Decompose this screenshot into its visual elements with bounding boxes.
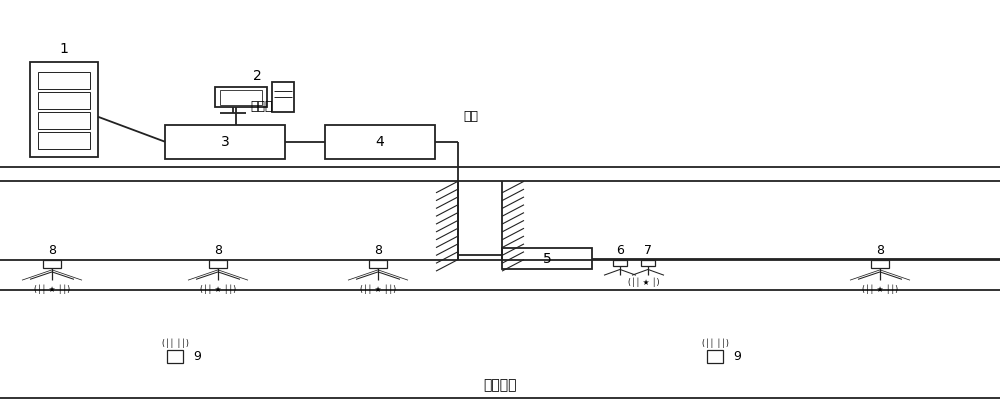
Text: 9: 9 xyxy=(193,350,201,363)
Bar xyxy=(871,260,889,268)
Text: 6: 6 xyxy=(616,244,624,257)
Text: (││ ★ ││): (││ ★ ││) xyxy=(862,284,898,294)
Bar xyxy=(369,260,387,268)
Bar xyxy=(707,350,723,363)
Text: 3: 3 xyxy=(221,135,229,149)
Bar xyxy=(613,260,627,266)
Text: 井下巷道: 井下巷道 xyxy=(483,378,517,392)
Bar xyxy=(38,112,90,129)
Text: (││ ││): (││ ││) xyxy=(702,338,728,348)
Bar xyxy=(215,87,267,107)
Bar xyxy=(220,90,262,105)
Bar xyxy=(43,260,61,268)
Text: 以太网: 以太网 xyxy=(250,100,272,113)
Text: 5: 5 xyxy=(543,252,551,266)
Text: (││ ★ ││): (││ ★ ││) xyxy=(200,284,236,294)
Bar xyxy=(38,132,90,149)
Text: 8: 8 xyxy=(214,244,222,257)
Text: 9: 9 xyxy=(733,350,741,363)
Bar xyxy=(209,260,227,268)
Bar xyxy=(165,125,285,159)
Bar xyxy=(325,125,435,159)
Text: (││ ★ ││): (││ ★ ││) xyxy=(34,284,70,294)
Text: (││ ││): (││ ││) xyxy=(162,338,188,348)
Text: (││ ★ │): (││ ★ │) xyxy=(628,278,660,288)
Text: (││ ★ ││): (││ ★ ││) xyxy=(360,284,396,294)
Bar xyxy=(502,248,592,269)
Bar xyxy=(272,82,294,112)
Bar xyxy=(30,62,98,157)
Text: 1: 1 xyxy=(60,42,68,56)
Text: 7: 7 xyxy=(644,244,652,257)
Bar xyxy=(38,92,90,109)
Text: 2: 2 xyxy=(253,69,261,83)
Text: 4: 4 xyxy=(376,135,384,149)
Bar xyxy=(167,350,183,363)
Text: 8: 8 xyxy=(374,244,382,257)
Text: 8: 8 xyxy=(876,244,884,257)
Bar xyxy=(38,72,90,89)
Text: 8: 8 xyxy=(48,244,56,257)
Bar xyxy=(641,260,655,266)
Text: 光纤: 光纤 xyxy=(463,110,478,123)
